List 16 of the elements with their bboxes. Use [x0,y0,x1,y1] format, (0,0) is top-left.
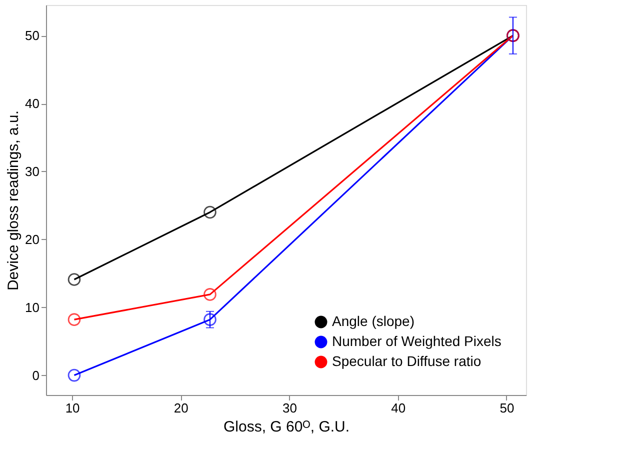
legend-label: Angle (slope) [332,313,414,329]
y-tick-label: 50 [25,28,40,44]
y-tick-label: 10 [25,300,40,315]
y-tick-label: 20 [25,232,40,247]
y-tick-label: 30 [25,164,40,179]
legend-label: Specular to Diffuse ratio [332,353,482,369]
y-tick-label: 0 [32,368,40,383]
x-axis-title: Gloss, G 60ᴼ, G.U. [223,418,350,436]
legend-label: Number of Weighted Pixels [332,333,502,349]
y-axis-title: Device gloss readings, a.u. [5,110,22,291]
x-tick-label: 50 [500,400,514,416]
x-tick-label: 40 [391,400,406,416]
y-tick-label: 40 [25,96,40,112]
x-tick-label: 10 [65,400,80,416]
x-tick-label: 30 [282,400,297,416]
x-tick-label: 20 [174,400,188,416]
